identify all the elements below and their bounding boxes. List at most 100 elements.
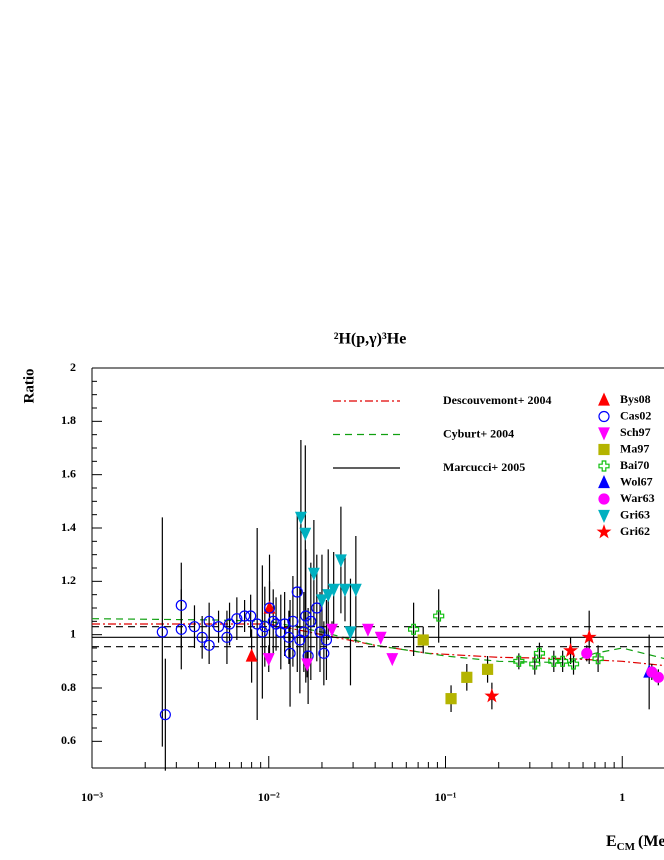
data-point bbox=[188, 621, 201, 633]
data-point bbox=[259, 621, 271, 633]
data-point bbox=[445, 693, 457, 705]
data-point bbox=[567, 658, 580, 670]
legend-label: Sch97 bbox=[620, 425, 651, 439]
data-point bbox=[339, 583, 351, 597]
legend-marker bbox=[598, 460, 610, 472]
legend-label: Gri63 bbox=[620, 507, 650, 521]
data-point bbox=[433, 610, 445, 622]
x-tick-label: 10⁻² bbox=[258, 790, 280, 804]
legend-marker bbox=[598, 509, 610, 523]
x-axis-label-sub: CM bbox=[617, 841, 636, 853]
legend-marker bbox=[598, 443, 610, 456]
data-point bbox=[529, 658, 541, 670]
data-point bbox=[307, 567, 320, 581]
model-curve bbox=[91, 618, 664, 664]
x-axis-label-unit: (MeV) bbox=[638, 833, 664, 850]
data-point bbox=[175, 599, 187, 611]
data-point bbox=[251, 618, 263, 630]
data-point bbox=[256, 626, 268, 638]
data-point bbox=[548, 655, 560, 667]
data-point bbox=[196, 631, 208, 643]
x-tick-label: 10⁻¹ bbox=[435, 790, 457, 804]
data-point bbox=[581, 647, 593, 659]
legend-label: Marcucci+ 2005 bbox=[443, 460, 525, 474]
data-point bbox=[203, 639, 215, 651]
data-point bbox=[283, 631, 295, 643]
y-tick-label: 1.6 bbox=[61, 466, 76, 480]
legend-label: Bai70 bbox=[620, 458, 649, 472]
y-tick-label: 2 bbox=[70, 360, 76, 374]
legend-marker bbox=[598, 493, 610, 505]
data-point bbox=[238, 610, 251, 622]
legend-marker bbox=[598, 475, 610, 489]
legend-marker bbox=[598, 410, 610, 423]
x-tick-label: 1 bbox=[619, 790, 625, 804]
data-point bbox=[245, 610, 257, 622]
data-point bbox=[344, 626, 357, 640]
data-point bbox=[212, 621, 225, 633]
legend-marker bbox=[598, 392, 610, 406]
chart-title: ²H(p,γ)³He bbox=[334, 331, 407, 348]
data-point bbox=[287, 615, 299, 627]
data-point bbox=[267, 615, 279, 627]
data-point bbox=[262, 653, 275, 667]
legend-label: Gri62 bbox=[620, 524, 650, 538]
data-point bbox=[461, 671, 473, 683]
data-point bbox=[305, 615, 317, 627]
data-point bbox=[245, 648, 258, 662]
data-point bbox=[231, 613, 243, 625]
y-tick-label: 1.4 bbox=[61, 520, 76, 534]
data-point bbox=[481, 663, 494, 675]
legend-label: Wol67 bbox=[620, 474, 653, 488]
x-axis-label-main: E bbox=[606, 833, 617, 850]
y-tick-label: 1.8 bbox=[61, 413, 76, 427]
data-point bbox=[533, 647, 546, 659]
y-axis-label: Ratio bbox=[21, 369, 37, 404]
data-point bbox=[408, 623, 420, 635]
data-point bbox=[334, 554, 347, 568]
legend-label: Cyburt+ 2004 bbox=[443, 426, 514, 440]
x-tick-label: 10⁻³ bbox=[81, 790, 103, 804]
legend-label: Bys08 bbox=[620, 392, 651, 406]
y-tick-label: 1 bbox=[70, 626, 76, 640]
data-point bbox=[557, 655, 569, 667]
data-point bbox=[223, 618, 236, 630]
y-tick-label: 0.8 bbox=[61, 680, 76, 694]
data-point bbox=[203, 615, 215, 627]
data-point bbox=[298, 626, 310, 638]
data-point bbox=[592, 653, 604, 665]
data-point bbox=[159, 709, 171, 721]
data-point bbox=[221, 631, 233, 643]
data-point bbox=[327, 583, 340, 597]
data-point bbox=[270, 618, 282, 630]
data-point bbox=[386, 653, 399, 667]
y-tick-label: 1.2 bbox=[61, 573, 76, 587]
data-point bbox=[581, 629, 597, 644]
data-point bbox=[484, 688, 500, 703]
data-point bbox=[563, 642, 579, 657]
data-point bbox=[320, 634, 333, 646]
data-point bbox=[284, 647, 296, 659]
legend-marker bbox=[596, 524, 612, 539]
data-point bbox=[314, 626, 326, 638]
legend-label: Ma97 bbox=[620, 441, 649, 455]
data-point bbox=[361, 623, 374, 637]
legend-marker bbox=[598, 427, 610, 441]
legend-label: War63 bbox=[620, 491, 655, 505]
data-point bbox=[301, 658, 314, 672]
data-point bbox=[318, 647, 330, 659]
data-point bbox=[349, 583, 362, 597]
data-point bbox=[513, 655, 525, 667]
data-point bbox=[322, 589, 335, 603]
data-point bbox=[294, 511, 307, 525]
data-point bbox=[263, 602, 276, 614]
data-point bbox=[291, 586, 303, 598]
y-tick-label: 0.6 bbox=[61, 733, 76, 747]
data-point bbox=[311, 602, 323, 614]
data-point bbox=[316, 594, 328, 608]
data-point bbox=[279, 618, 291, 630]
data-point bbox=[156, 626, 168, 638]
legend-label: Cas02 bbox=[620, 408, 651, 422]
data-point bbox=[417, 634, 429, 646]
